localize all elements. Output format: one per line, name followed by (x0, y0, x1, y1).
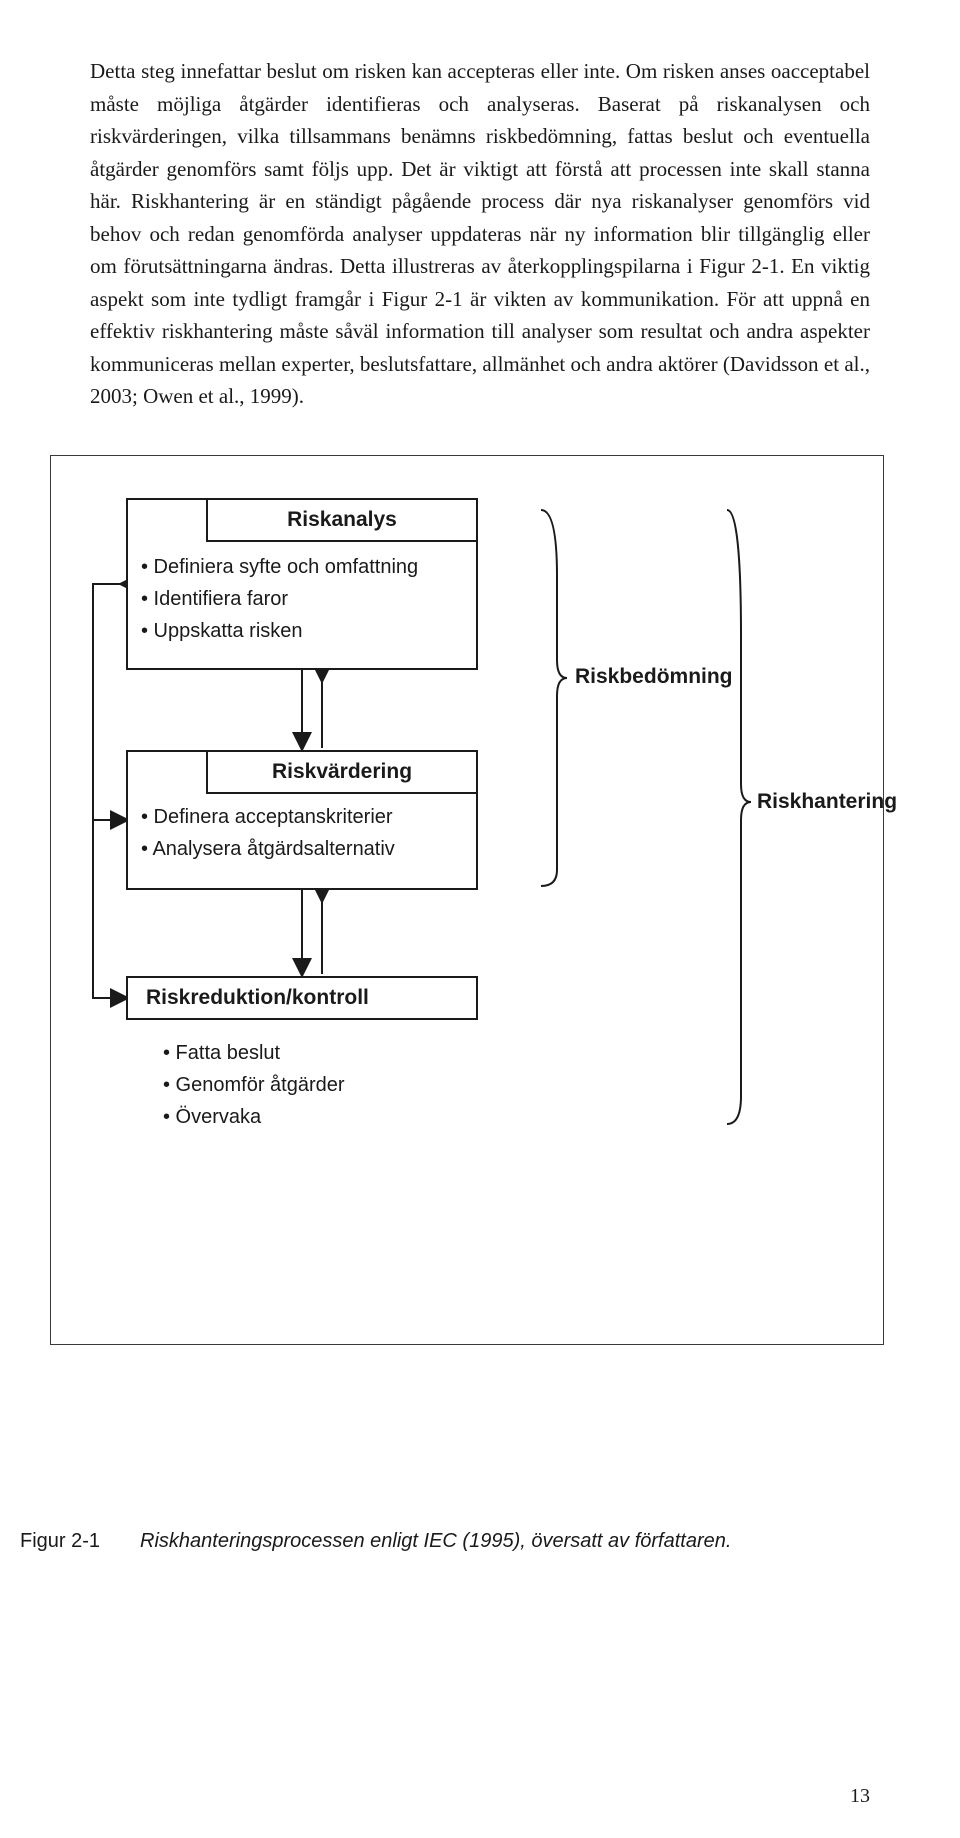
bracket-riskbedomning (541, 510, 567, 886)
list-item: • Identifiera faror (141, 584, 418, 614)
label-riskbedomning: Riskbedömning (575, 665, 733, 689)
riskreduktion-title: Riskreduktion/kontroll (126, 976, 478, 1020)
caption-label: Figur 2-1 (20, 1530, 100, 1553)
feedback-loop-path (93, 584, 126, 998)
riskreduktion-bullets: • Fatta beslut • Genomför åtgärder • Öve… (163, 1038, 345, 1134)
body-paragraph: Detta steg innefattar beslut om risken k… (90, 55, 870, 413)
riskanalys-title: Riskanalys (206, 498, 478, 542)
list-item: • Övervaka (163, 1102, 345, 1132)
figure-caption: Figur 2-1 Riskhanteringsprocessen enligt… (20, 1530, 884, 1553)
label-riskhantering: Riskhantering (757, 790, 897, 814)
riskanalys-bullets: • Definiera syfte och omfattning • Ident… (141, 552, 418, 648)
list-item: • Uppskatta risken (141, 616, 418, 646)
list-item: • Fatta beslut (163, 1038, 345, 1068)
caption-text: Riskhanteringsprocessen enligt IEC (1995… (140, 1530, 731, 1553)
bracket-riskhantering (727, 510, 751, 1124)
list-item: • Genomför åtgärder (163, 1070, 345, 1100)
page-number: 13 (850, 1785, 870, 1808)
list-item: • Definera acceptanskriterier (141, 802, 395, 832)
flowchart-container: Riskanalys • Definiera syfte och omfattn… (50, 455, 884, 1345)
list-item: • Analysera åtgärdsalternativ (141, 834, 395, 864)
list-item: • Definiera syfte och omfattning (141, 552, 418, 582)
riskvardering-bullets: • Definera acceptanskriterier • Analyser… (141, 802, 395, 866)
riskvardering-title: Riskvärdering (206, 750, 478, 794)
